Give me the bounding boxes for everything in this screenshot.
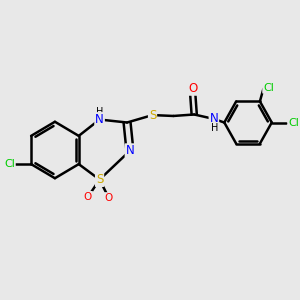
Text: O: O bbox=[105, 193, 113, 203]
Text: O: O bbox=[84, 192, 92, 202]
Text: N: N bbox=[126, 144, 134, 157]
Text: N: N bbox=[209, 112, 218, 125]
Text: Cl: Cl bbox=[263, 83, 274, 93]
Text: Cl: Cl bbox=[288, 118, 299, 128]
Text: H: H bbox=[211, 123, 218, 133]
Text: H: H bbox=[96, 107, 103, 117]
Text: S: S bbox=[149, 109, 156, 122]
Text: S: S bbox=[96, 173, 103, 186]
Text: O: O bbox=[188, 82, 197, 95]
Text: Cl: Cl bbox=[4, 159, 15, 169]
Text: N: N bbox=[95, 113, 104, 126]
